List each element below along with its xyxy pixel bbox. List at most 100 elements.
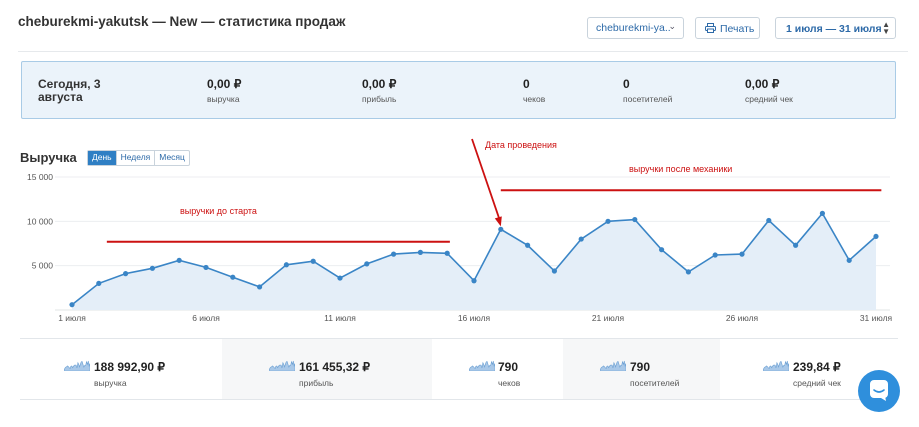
today-profit-value: 0,00 ₽ bbox=[362, 77, 397, 91]
header-divider bbox=[18, 51, 908, 52]
page-title: cheburekmi-yakutsk — New — статистика пр… bbox=[18, 14, 346, 29]
summary-checks: 790 чеков bbox=[432, 339, 563, 399]
date-range-value: 1 июля — 31 июля bbox=[786, 23, 882, 35]
summary-avg-check-value: 239,84 ₽ bbox=[793, 360, 841, 374]
summary-profit: 161 455,32 ₽ прибыль bbox=[222, 339, 432, 399]
data-point bbox=[793, 242, 799, 248]
x-tick-label: 6 июля bbox=[192, 313, 220, 323]
store-select[interactable]: cheburekmi-ya.. ⌄ bbox=[587, 17, 684, 39]
period-tabs: День Неделя Месяц bbox=[87, 150, 190, 166]
summary-visitors: 790 посетителей bbox=[563, 339, 720, 399]
chat-widget-button[interactable] bbox=[858, 370, 900, 412]
today-profit: 0,00 ₽ прибыль bbox=[362, 77, 396, 104]
data-point bbox=[257, 284, 263, 290]
sparkline-icon bbox=[600, 360, 626, 371]
tab-month[interactable]: Месяц bbox=[159, 152, 185, 162]
summary-checks-label: чеков bbox=[498, 378, 521, 388]
data-point bbox=[364, 261, 370, 267]
today-visitors-label: посетителей bbox=[623, 94, 673, 104]
summary-profit-value: 161 455,32 ₽ bbox=[299, 360, 371, 374]
today-visitors-value: 0 bbox=[623, 77, 630, 91]
tab-day[interactable]: День bbox=[88, 151, 117, 165]
today-panel: Сегодня, 3 августа 0,00 ₽ выручка 0,00 ₽… bbox=[21, 61, 896, 119]
data-point bbox=[846, 257, 852, 263]
summary-visitors-value: 790 bbox=[630, 360, 651, 374]
summary-visitors-label: посетителей bbox=[630, 378, 680, 388]
tab-week[interactable]: Неделя bbox=[117, 151, 156, 165]
data-point bbox=[471, 278, 477, 284]
data-point bbox=[149, 265, 155, 271]
x-tick-label: 21 июля bbox=[592, 313, 625, 323]
summary-revenue-value: 188 992,90 ₽ bbox=[94, 360, 166, 374]
sparkline-shape bbox=[763, 360, 789, 371]
x-tick-label: 16 июля bbox=[458, 313, 491, 323]
x-tick-label: 31 июля bbox=[860, 313, 893, 323]
chat-icon bbox=[870, 380, 888, 401]
date-range-select[interactable]: 1 июля — 31 июля ▲ ▼ bbox=[775, 17, 896, 39]
today-avg-check: 0,00 ₽ средний чек bbox=[745, 77, 793, 104]
sparkline-shape bbox=[269, 360, 295, 371]
chevron-down-icon: ⌄ bbox=[668, 21, 676, 31]
printer-icon bbox=[705, 23, 716, 33]
annotation-after-mechanic: выручки после механики bbox=[629, 164, 732, 174]
x-tick-label: 26 июля bbox=[726, 313, 759, 323]
today-label: Сегодня, 3 августа bbox=[38, 77, 101, 104]
summary-avg-check: 239,84 ₽ средний чек bbox=[720, 339, 898, 399]
summary-bar: 188 992,90 ₽ выручка 161 455,32 ₽ прибыл… bbox=[20, 338, 898, 400]
annotation-event-date: Дата проведения bbox=[485, 140, 557, 150]
summary-revenue: 188 992,90 ₽ выручка bbox=[20, 339, 222, 399]
data-point bbox=[739, 251, 745, 257]
event-arrow-head bbox=[494, 216, 502, 227]
data-point bbox=[69, 302, 75, 308]
data-point bbox=[659, 247, 665, 253]
store-select-value: cheburekmi-ya.. bbox=[596, 22, 671, 34]
data-point bbox=[176, 257, 182, 263]
sort-arrows-icon: ▲ ▼ bbox=[882, 20, 890, 36]
data-point bbox=[873, 233, 879, 240]
data-point bbox=[337, 275, 343, 281]
sparkline-icon bbox=[269, 360, 295, 371]
data-point bbox=[525, 242, 531, 248]
y-tick-label: 10 000 bbox=[27, 216, 53, 226]
summary-avg-check-label: средний чек bbox=[793, 378, 841, 388]
y-tick-label: 15 000 bbox=[27, 172, 53, 182]
print-label: Печать bbox=[720, 23, 755, 35]
data-point bbox=[391, 251, 397, 257]
today-profit-label: прибыль bbox=[362, 94, 397, 104]
x-tick-label: 1 июля bbox=[58, 313, 86, 323]
today-checks-label: чеков bbox=[523, 94, 546, 104]
data-point bbox=[444, 250, 450, 256]
sparkline-shape bbox=[469, 360, 495, 371]
sparkline-shape bbox=[600, 360, 626, 371]
data-point bbox=[283, 262, 289, 268]
today-revenue-value: 0,00 ₽ bbox=[207, 77, 242, 91]
summary-checks-value: 790 bbox=[498, 360, 519, 374]
data-point bbox=[203, 264, 209, 271]
data-point bbox=[605, 218, 611, 224]
print-button[interactable]: Печать bbox=[695, 17, 760, 39]
sparkline-icon bbox=[64, 360, 90, 371]
sparkline-icon bbox=[763, 360, 789, 371]
annotation-before-start: выручки до старта bbox=[180, 206, 257, 216]
data-point bbox=[766, 217, 772, 224]
today-revenue: 0,00 ₽ выручка bbox=[207, 77, 241, 104]
today-revenue-label: выручка bbox=[207, 94, 240, 104]
data-point bbox=[230, 274, 236, 280]
y-tick-label: 5 000 bbox=[32, 261, 54, 271]
sparkline-icon bbox=[469, 360, 495, 371]
event-arrow bbox=[471, 138, 501, 221]
data-point bbox=[551, 268, 558, 274]
today-avg-check-value: 0,00 ₽ bbox=[745, 77, 780, 91]
data-point bbox=[819, 210, 826, 216]
today-avg-check-label: средний чек bbox=[745, 94, 793, 104]
chart-title: Выручка bbox=[20, 150, 77, 165]
data-point bbox=[712, 252, 718, 258]
today-checks: 0 чеков bbox=[523, 77, 545, 104]
data-point bbox=[310, 258, 316, 264]
data-point bbox=[632, 216, 638, 223]
summary-profit-label: прибыль bbox=[299, 378, 334, 388]
x-tick-label: 11 июля bbox=[324, 313, 356, 323]
sparkline-shape bbox=[64, 360, 90, 371]
data-point bbox=[498, 226, 504, 232]
data-point bbox=[417, 249, 423, 255]
